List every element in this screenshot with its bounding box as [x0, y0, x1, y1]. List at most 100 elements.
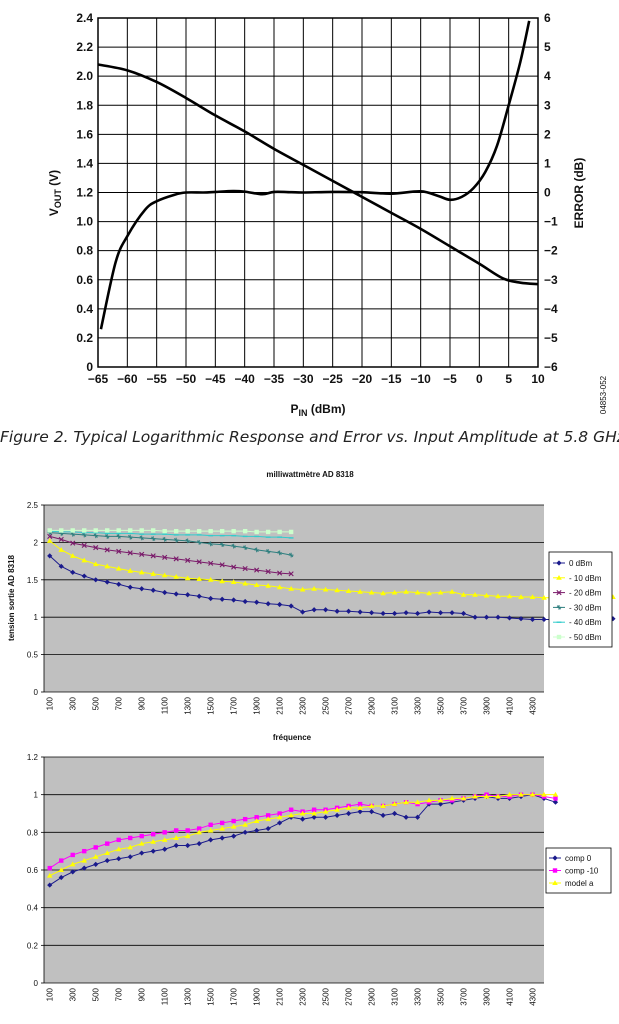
legend-label: model a: [565, 879, 594, 888]
series-50-dbm-point: [196, 528, 202, 534]
series-20-dbm-point: [162, 554, 168, 560]
series-model-a-point: [184, 833, 191, 839]
series-comp-0-point: [185, 842, 191, 849]
x-tick-label: 100: [46, 987, 55, 1001]
series-30-dbm-point: [277, 550, 283, 556]
series-comp-0-point: [460, 797, 467, 803]
series-comp-10-point: [438, 798, 443, 803]
series-0-dbm-point: [104, 579, 110, 585]
x-tick-label: 1300: [184, 696, 193, 714]
series-20-dbm-point: [231, 564, 237, 570]
series-model-a-point: [506, 791, 513, 797]
legend-label: - 20 dBm: [569, 589, 602, 598]
y-tick-label: 1.2: [27, 753, 39, 762]
series-model-a-point: [219, 825, 225, 831]
series-comp-0-point: [380, 812, 386, 818]
series-0-dbm-point: [47, 553, 53, 559]
series-20-dbm-line: [49, 535, 292, 575]
series-50-dbm-point: [231, 528, 236, 534]
series-10-dbm-point: [81, 557, 88, 563]
x-tick-label: −20: [352, 372, 373, 386]
series-comp-10-point: [150, 832, 156, 837]
series-0-dbm-point: [162, 589, 168, 596]
y2-tick-label: −4: [544, 302, 558, 316]
y-tick-label: 0.4: [27, 904, 39, 913]
series-model-a-point: [345, 805, 352, 810]
series-10-dbm-point: [357, 588, 363, 594]
series-30-dbm-line: [49, 532, 292, 556]
figure-id: 04853-052: [599, 375, 608, 414]
y2-axis-label: ERROR (dB): [572, 158, 586, 229]
y2-tick-label: 1: [544, 156, 551, 170]
series-comp-10-point: [311, 807, 317, 812]
y-axis-label: VOUT (V): [47, 170, 63, 216]
series-0-dbm-point: [323, 607, 329, 613]
series-10-dbm-point: [541, 594, 547, 600]
series-comp-10-point: [346, 803, 351, 809]
plot-border: [97, 17, 539, 368]
series-30-dbm-point: [162, 537, 168, 542]
series-0-dbm-point: [483, 614, 490, 620]
series-30-dbm-point: [58, 531, 64, 536]
series-comp-0-point: [483, 793, 490, 800]
series-comp-0-point: [518, 793, 524, 800]
x-tick-label: 300: [69, 696, 78, 710]
series-model-a-point: [127, 844, 134, 850]
series-0-dbm-point: [368, 610, 375, 616]
series-model-a-line: [49, 794, 556, 877]
series-comp-10-point: [116, 837, 121, 843]
legend-marker: [556, 560, 562, 566]
series-10-dbm-point: [426, 590, 432, 596]
x-tick-label: −30: [293, 372, 314, 386]
series-50-dbm-point: [105, 528, 110, 533]
series-10-dbm-point: [552, 594, 559, 600]
y-tick-label: 0.5: [27, 651, 39, 660]
legend-label: comp -10: [565, 867, 599, 876]
series-comp-0-point: [426, 801, 432, 807]
series-10-dbm-point: [483, 592, 490, 598]
x-tick-label: 1300: [184, 987, 193, 1005]
series-comp-10-point: [265, 813, 271, 818]
series-30-dbm-point: [139, 535, 145, 541]
y-tick-label: 1.5: [27, 576, 39, 585]
series-comp-10-point: [323, 807, 328, 812]
series-model-a-point: [472, 793, 478, 799]
series-comp-0-point: [150, 848, 156, 854]
x-tick-label: 300: [69, 987, 78, 1001]
series-0-dbm-point: [116, 581, 122, 587]
series-comp-0-point: [403, 814, 409, 820]
x-tick-label: 2100: [276, 696, 285, 714]
series-10-dbm-point: [610, 594, 616, 600]
series-0-dbm-point: [185, 592, 191, 598]
series-50-dbm-point: [265, 529, 271, 535]
x-tick-label: 1500: [207, 696, 216, 714]
series-model-a-point: [150, 838, 156, 844]
series-0-dbm-point: [380, 610, 386, 617]
series-20-dbm-point: [70, 540, 76, 546]
x-tick-label: 700: [115, 696, 124, 710]
y-tick-label: 0.6: [27, 866, 39, 875]
series-model-a-point: [552, 791, 559, 797]
x-tick-label: 2300: [299, 987, 308, 1005]
series-20-dbm-point: [265, 568, 271, 575]
series-comp-10-point: [185, 828, 190, 833]
x-tick-label: 900: [138, 987, 147, 1001]
series-30-dbm-point: [127, 534, 133, 540]
series-10-dbm-point: [449, 588, 455, 594]
legend-marker: [552, 868, 558, 873]
series-model-a-point: [322, 808, 329, 814]
y-tick-label: 0.4: [76, 302, 93, 316]
series-0-dbm-point: [300, 609, 306, 615]
y-tick-label: 1.2: [76, 186, 93, 200]
series-10-dbm-point: [564, 594, 570, 600]
series-0-dbm-point: [208, 595, 214, 602]
series-20-dbm-point: [93, 545, 99, 551]
y2-tick-label: 5: [544, 40, 551, 54]
series-50-dbm-point: [277, 529, 282, 535]
series-10-dbm-point: [345, 588, 352, 594]
x-tick-label: 0: [476, 372, 483, 386]
series-30-dbm-point: [265, 548, 271, 554]
series-10-dbm-line: [49, 540, 614, 600]
series-model-a-point: [104, 850, 111, 856]
series-50-dbm-point: [59, 528, 64, 533]
